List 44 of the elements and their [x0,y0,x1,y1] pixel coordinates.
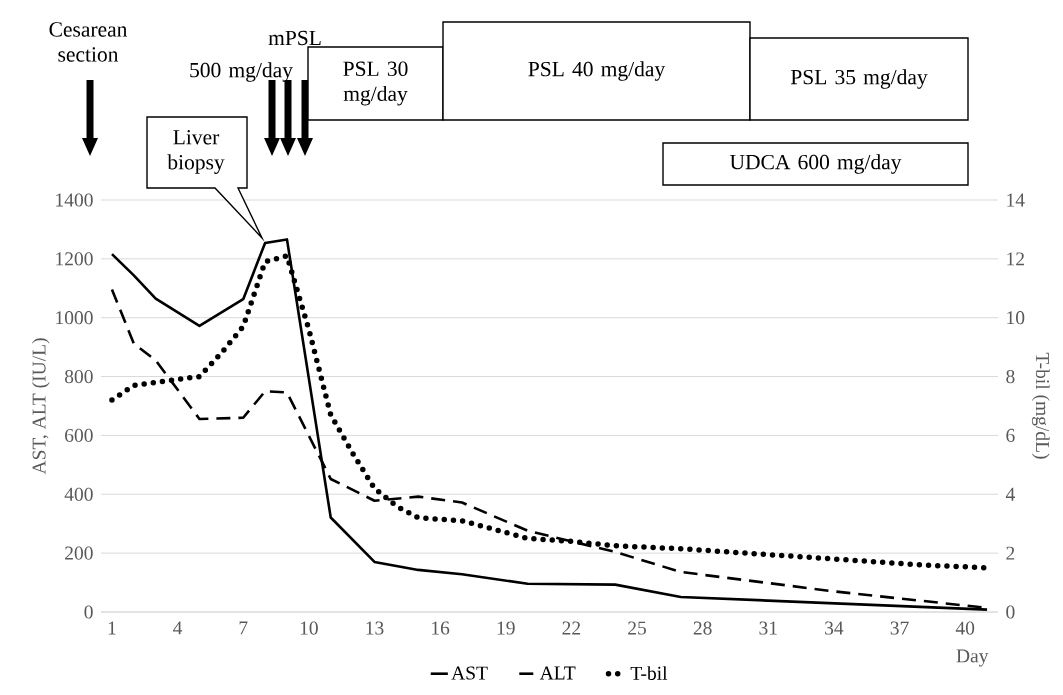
x-tick-label: 34 [825,621,844,635]
text: PSL 40 mg/day [528,61,666,81]
x-tick-label: 16 [432,621,450,635]
y-tick-label: 1000 [56,311,93,325]
legend-label: T-bil [630,666,668,680]
y2-tick-label: 0 [1006,605,1015,619]
text: Liver biopsy [167,130,225,174]
legend-label: ALT [539,666,576,680]
x-tick-label: 1 [108,621,116,635]
y2-tick-label: 14 [1007,193,1025,207]
y2-tick-label: 4 [1005,487,1015,501]
y-tick-label: 0 [84,605,93,619]
x-tick-label: 31 [759,621,777,635]
text: PSL 35 mg/day [790,69,928,89]
text: Cesarean section [49,22,128,62]
legend-label: AST [451,666,488,680]
x-tick-label: 25 [628,621,646,635]
y-tick-label: 400 [64,487,93,501]
y-tick-label: 600 [65,428,93,442]
text: UDCA 600 mg/day [729,154,902,174]
y2-tick-label: 2 [1006,546,1015,560]
y-axis-title: AST, ALT (IU/L) [31,338,50,475]
x-tick-label: 19 [497,621,515,635]
x-tick-label: 13 [366,621,384,635]
x-tick-label: 7 [239,621,248,635]
y-tick-label: 1400 [56,193,93,207]
x-tick-label: 37 [890,621,909,635]
y2-tick-label: 8 [1006,369,1015,384]
text: PSL 30 mg/day [343,61,408,106]
x-tick-label: 22 [562,621,581,635]
x-axis-title: Day [956,649,989,667]
x-tick-label: 4 [173,621,183,635]
y-tick-label: 800 [64,369,93,384]
text: mPSL [268,30,321,46]
y-tick-label: 200 [65,546,93,560]
y2-tick-label: 12 [1007,252,1024,266]
x-tick-label: 10 [300,621,318,635]
y2-tick-label: 6 [1006,428,1015,442]
text: 500 mg/day [190,62,293,82]
x-tick-label: 40 [955,621,975,635]
y-tick-label: 1200 [56,252,93,266]
x-tick-label: 28 [693,621,712,635]
y2-axis-title: T-bil (mg/dL) [1031,352,1050,459]
y2-tick-label: 10 [1007,311,1025,325]
